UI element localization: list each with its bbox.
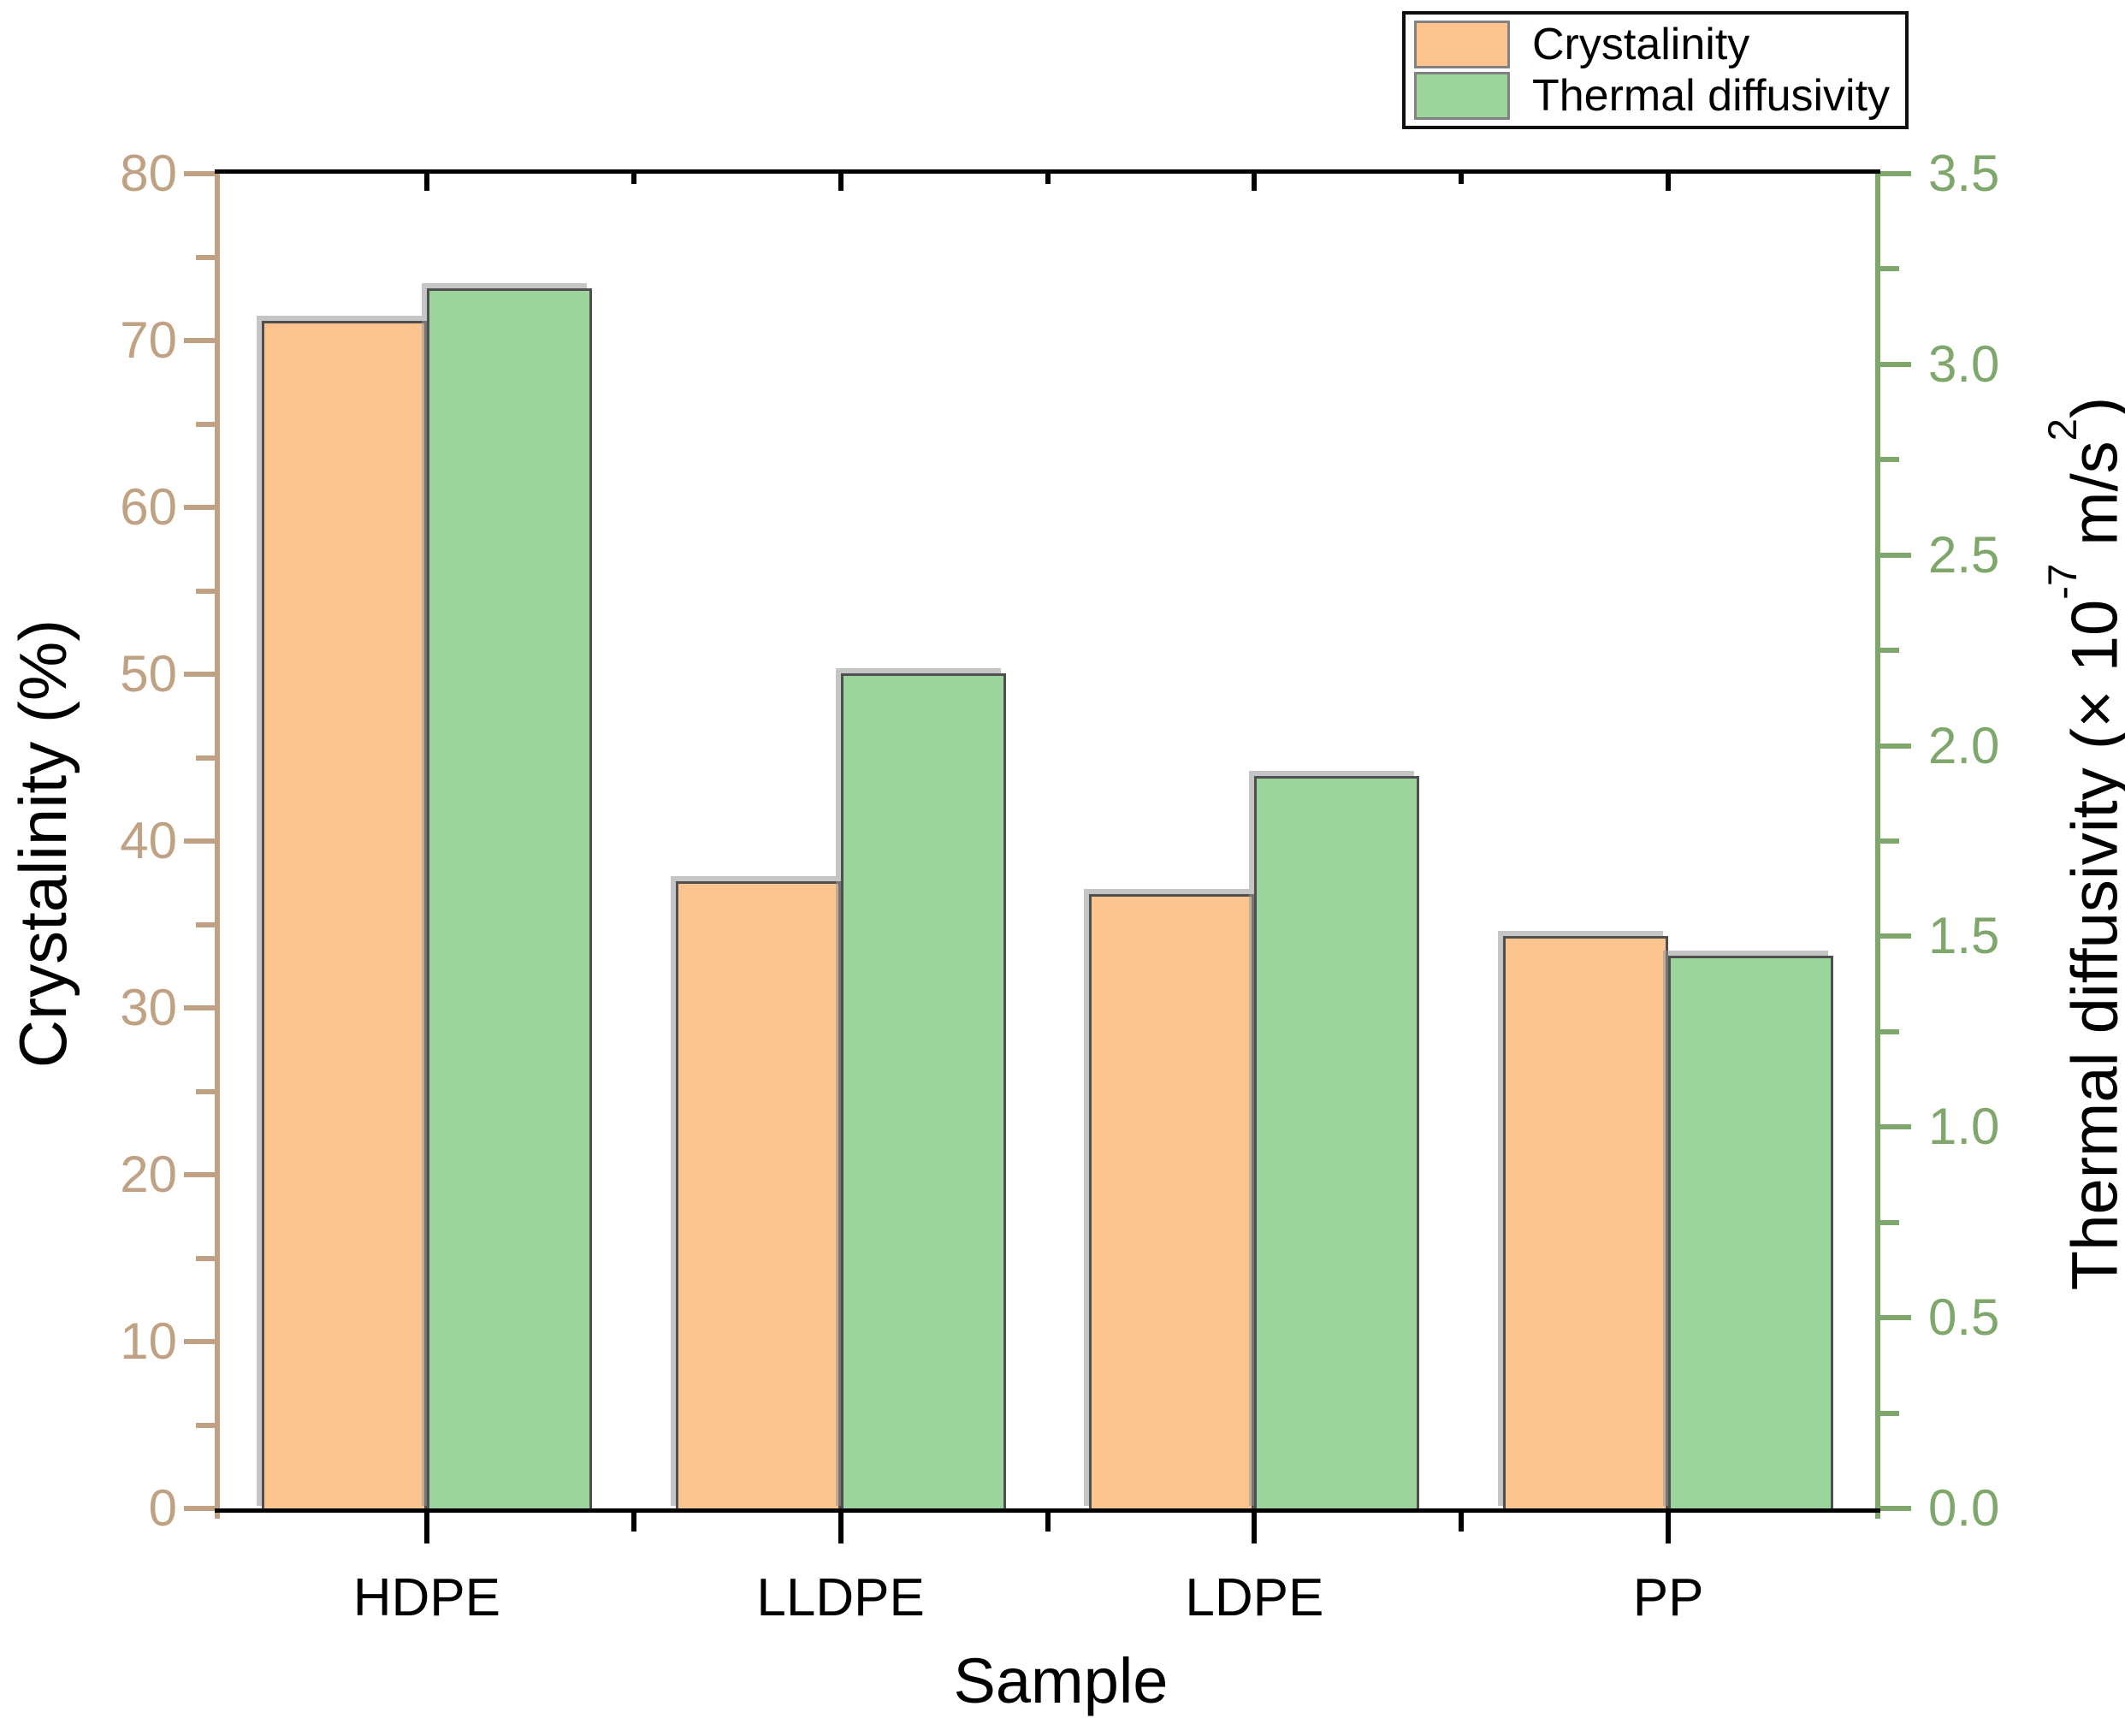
left-axis-major-tick bbox=[184, 1005, 215, 1010]
bar-crystalinity-ldpe bbox=[1089, 894, 1255, 1511]
x-axis-title: Sample bbox=[953, 1645, 1169, 1716]
left-axis-major-tick bbox=[184, 1339, 215, 1344]
right-axis-major-tick bbox=[1880, 1124, 1911, 1130]
right-axis-tick-label: 3.0 bbox=[1928, 335, 2000, 393]
left-axis-major-tick bbox=[184, 505, 215, 510]
right-axis-minor-tick bbox=[1880, 1028, 1899, 1034]
x-axis-category-label: LDPE bbox=[1185, 1568, 1324, 1627]
right-axis-tick-label: 0.0 bbox=[1928, 1479, 2000, 1537]
right-axis-major-tick bbox=[1880, 1506, 1911, 1511]
bar-thermal-diffusivity-lldpe bbox=[840, 672, 1006, 1511]
x-axis-minor-tick bbox=[630, 1513, 636, 1532]
left-axis-major-tick bbox=[184, 171, 215, 176]
right-axis-minor-tick bbox=[1880, 838, 1899, 844]
left-axis-minor-tick bbox=[196, 1088, 215, 1094]
top-frame-major-tick bbox=[838, 174, 843, 191]
right-axis-tick-label: 3.5 bbox=[1928, 145, 2000, 202]
top-frame-major-tick bbox=[1666, 174, 1672, 191]
right-axis-tick-label: 1.0 bbox=[1928, 1098, 2000, 1156]
right-axis-major-tick bbox=[1880, 552, 1911, 558]
legend-item-thermal-diffusivity: Thermal diffusivity bbox=[1414, 70, 1897, 121]
x-axis-category-label: PP bbox=[1632, 1568, 1704, 1627]
right-axis-major-tick bbox=[1880, 1315, 1911, 1321]
x-axis-major-tick bbox=[1666, 1513, 1672, 1543]
right-axis-tick-label: 1.5 bbox=[1928, 907, 2000, 965]
bar-thermal-diffusivity-pp bbox=[1668, 955, 1834, 1511]
right-axis-major-tick bbox=[1880, 171, 1911, 176]
right-axis-tick-label: 2.0 bbox=[1928, 716, 2000, 774]
right-axis-major-tick bbox=[1880, 361, 1911, 367]
left-axis-major-tick bbox=[184, 1506, 215, 1511]
left-axis-line bbox=[215, 174, 220, 1519]
left-axis-tick-label: 60 bbox=[120, 478, 177, 536]
right-axis-minor-tick bbox=[1880, 648, 1899, 654]
left-axis-major-tick bbox=[184, 672, 215, 677]
x-axis-major-tick bbox=[1252, 1513, 1258, 1543]
legend-label: Thermal diffusivity bbox=[1532, 71, 1891, 121]
legend: Crystalinity Thermal diffusivity bbox=[1402, 11, 1909, 129]
left-axis-tick-label: 20 bbox=[120, 1146, 177, 1203]
x-axis-major-tick bbox=[838, 1513, 843, 1543]
left-axis-minor-tick bbox=[196, 921, 215, 927]
left-axis-minor-tick bbox=[196, 421, 215, 427]
left-axis-major-tick bbox=[184, 338, 215, 343]
right-axis-line bbox=[1875, 174, 1880, 1519]
left-axis-minor-tick bbox=[196, 1422, 215, 1428]
right-axis-minor-tick bbox=[1880, 457, 1899, 463]
top-frame-major-tick bbox=[423, 174, 429, 191]
x-axis-minor-tick bbox=[1045, 1513, 1051, 1532]
right-axis-tick-label: 2.5 bbox=[1928, 525, 2000, 584]
left-axis-tick-label: 70 bbox=[120, 311, 177, 369]
crystalinity-swatch bbox=[1414, 20, 1510, 68]
bar-crystalinity-hdpe bbox=[261, 320, 427, 1511]
top-frame-minor-tick bbox=[1045, 174, 1051, 184]
left-axis-minor-tick bbox=[196, 755, 215, 761]
right-axis-minor-tick bbox=[1880, 1219, 1899, 1225]
top-frame-major-tick bbox=[1252, 174, 1258, 191]
top-frame-minor-tick bbox=[630, 174, 636, 184]
bottom-axis-line bbox=[215, 1508, 1880, 1513]
right-axis-tick-label: 0.5 bbox=[1928, 1289, 2000, 1347]
left-axis-minor-tick bbox=[196, 588, 215, 594]
top-frame-line bbox=[215, 169, 1880, 174]
bar-thermal-diffusivity-hdpe bbox=[426, 287, 592, 1511]
x-axis-category-label: LLDPE bbox=[756, 1568, 925, 1627]
left-axis-minor-tick bbox=[196, 1255, 215, 1261]
left-axis-tick-label: 0 bbox=[148, 1479, 177, 1537]
left-axis-major-tick bbox=[184, 1172, 215, 1177]
left-axis-tick-label: 40 bbox=[120, 812, 177, 869]
left-axis-major-tick bbox=[184, 838, 215, 844]
bar-crystalinity-lldpe bbox=[675, 880, 841, 1511]
top-frame-minor-tick bbox=[1459, 174, 1465, 184]
x-axis-minor-tick bbox=[1459, 1513, 1465, 1532]
right-axis-title-superscript: 2 bbox=[2039, 418, 2085, 441]
right-axis-major-tick bbox=[1880, 933, 1911, 939]
right-axis-title: Thermal diffusivity (× 10-7 m/s2) bbox=[2039, 377, 2125, 1310]
right-axis-minor-tick bbox=[1880, 266, 1899, 272]
left-axis-tick-label: 30 bbox=[120, 979, 177, 1036]
left-axis-tick-label: 50 bbox=[120, 645, 177, 702]
bar-crystalinity-pp bbox=[1503, 936, 1669, 1511]
legend-label: Crystalinity bbox=[1532, 19, 1750, 69]
left-axis-tick-label: 80 bbox=[120, 145, 177, 202]
thermal-diffusivity-swatch bbox=[1414, 72, 1510, 121]
x-axis-category-label: HDPE bbox=[352, 1568, 500, 1627]
right-axis-major-tick bbox=[1880, 743, 1911, 749]
right-axis-minor-tick bbox=[1880, 1410, 1899, 1416]
legend-item-crystalinity: Crystalinity bbox=[1414, 19, 1897, 70]
bar-thermal-diffusivity-ldpe bbox=[1254, 776, 1420, 1511]
left-axis-minor-tick bbox=[196, 254, 215, 260]
x-axis-major-tick bbox=[423, 1513, 429, 1543]
left-axis-tick-label: 10 bbox=[120, 1312, 177, 1370]
